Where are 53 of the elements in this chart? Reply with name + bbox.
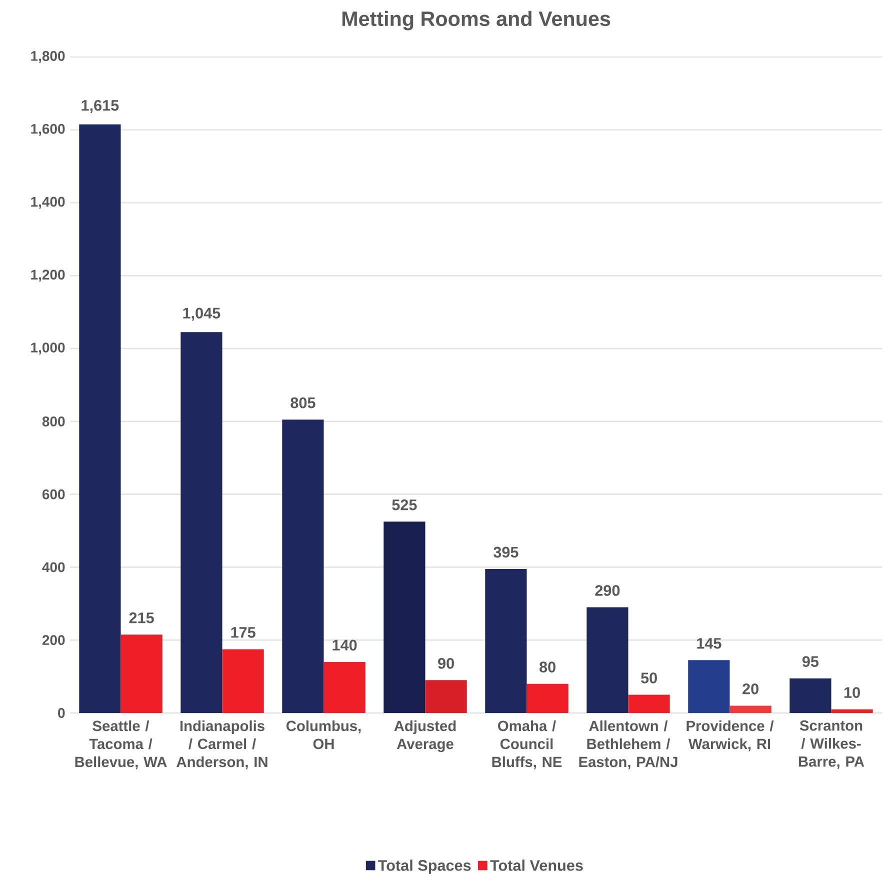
legend-label: Total Venues: [490, 860, 583, 871]
data-label: 175: [231, 627, 256, 638]
x-tick-label: Scranton / Wilkes-Barre, PA: [798, 720, 864, 769]
data-label: 20: [742, 683, 758, 694]
bar: [425, 680, 467, 713]
data-label: 80: [540, 662, 556, 672]
bar: [180, 332, 222, 713]
data-label: 805: [290, 397, 316, 408]
y-tick-label: 1,800: [31, 51, 65, 63]
x-tick-label: Adjusted Average: [394, 720, 456, 752]
y-tick-label: 1,600: [31, 124, 65, 136]
y-tick-label: 600: [42, 489, 65, 500]
bar: [790, 678, 832, 713]
data-label: 1,615: [82, 100, 119, 113]
y-tick-label: 400: [42, 562, 65, 572]
bar: [282, 420, 324, 713]
data-label: 50: [641, 672, 657, 684]
bar: [79, 124, 121, 713]
chart-title: Metting Rooms and Venues: [342, 10, 610, 30]
data-label: 525: [392, 499, 417, 510]
bar: [485, 569, 527, 713]
bar: [831, 709, 873, 713]
data-label: 395: [494, 546, 518, 558]
data-label: 215: [129, 612, 154, 624]
y-tick-label: 200: [42, 635, 65, 646]
x-tick-label: Columbus, OH: [286, 720, 361, 750]
bar: [222, 649, 264, 713]
data-label: 10: [844, 687, 860, 698]
bar: [384, 522, 426, 713]
data-label: 145: [697, 638, 722, 649]
x-tick-label: Providence / Warwick, RI: [686, 720, 774, 752]
y-tick-label: 800: [42, 416, 65, 426]
bar: [120, 634, 162, 713]
x-tick-label: Omaha / Council Bluffs, NE: [492, 720, 562, 770]
data-label: 140: [332, 640, 357, 651]
data-label: 290: [595, 585, 620, 596]
y-tick-label: 1,200: [31, 270, 65, 282]
x-tick-label: Indianapolis / Carmel / Anderson, IN: [176, 720, 268, 770]
x-tick-label: Allentown / Bethlehem / Easton, PA/NJ: [579, 720, 678, 770]
y-tick-label: 0: [58, 708, 65, 718]
data-label: 1,045: [183, 308, 220, 321]
y-tick-label: 1,400: [31, 196, 65, 209]
bar: [730, 706, 772, 713]
y-tick-label: 1,000: [31, 342, 65, 354]
bar: [628, 694, 670, 713]
bar: [324, 662, 366, 713]
data-label: 95: [802, 656, 819, 667]
data-label: 90: [438, 658, 454, 669]
bar: [688, 660, 730, 713]
legend-label: Total Spaces: [378, 860, 471, 874]
bar: [526, 684, 568, 713]
bar: [586, 607, 628, 713]
x-tick-label: Seattle / Tacoma / Bellevue, WA: [75, 720, 167, 770]
